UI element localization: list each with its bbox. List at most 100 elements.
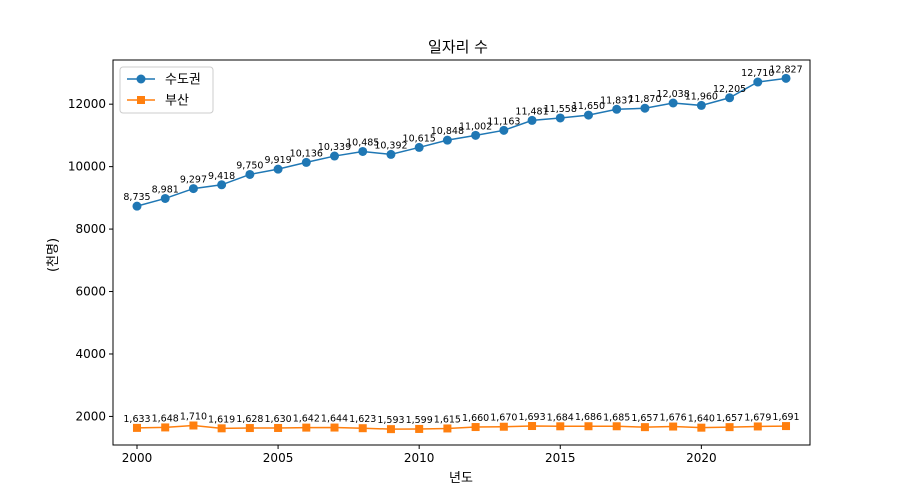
data-point bbox=[471, 130, 481, 140]
data-point bbox=[330, 151, 340, 161]
data-label: 1,644 bbox=[321, 414, 348, 425]
data-label: 1,640 bbox=[688, 414, 715, 425]
data-point bbox=[583, 110, 593, 120]
data-label: 11,002 bbox=[459, 121, 492, 132]
data-label: 1,615 bbox=[434, 414, 461, 425]
data-point bbox=[612, 422, 621, 431]
x-tick-label: 2015 bbox=[545, 451, 576, 465]
data-point bbox=[640, 103, 650, 113]
data-point bbox=[471, 423, 480, 432]
data-label: 1,593 bbox=[377, 415, 404, 426]
data-point bbox=[273, 164, 283, 174]
data-point bbox=[386, 425, 395, 434]
data-point bbox=[725, 423, 734, 432]
legend-entry: 수도권 bbox=[127, 73, 201, 88]
data-label: 10,136 bbox=[290, 148, 323, 159]
y-tick-label: 8000 bbox=[75, 222, 106, 236]
data-label: 9,750 bbox=[236, 160, 263, 171]
data-label: 11,837 bbox=[600, 95, 633, 106]
y-tick-label: 2000 bbox=[75, 409, 106, 423]
data-point bbox=[358, 424, 367, 433]
x-axis-title: 년도 bbox=[449, 471, 473, 486]
y-tick-label: 6000 bbox=[75, 285, 106, 299]
data-point bbox=[217, 424, 226, 433]
x-tick-label: 2000 bbox=[122, 451, 153, 465]
data-label: 1,679 bbox=[744, 412, 771, 423]
data-label: 1,599 bbox=[406, 415, 433, 426]
legend-marker bbox=[137, 96, 145, 104]
data-point bbox=[189, 421, 198, 430]
data-point bbox=[414, 142, 424, 152]
series-line bbox=[136, 424, 787, 430]
data-point bbox=[556, 422, 565, 431]
y-tick-label: 4000 bbox=[75, 347, 106, 361]
data-label: 9,919 bbox=[264, 155, 291, 166]
data-label: 1,657 bbox=[716, 413, 743, 424]
data-point bbox=[217, 180, 227, 190]
data-label: 10,848 bbox=[431, 126, 464, 137]
data-label: 1,657 bbox=[631, 413, 658, 424]
data-label: 12,205 bbox=[713, 84, 746, 95]
data-point bbox=[555, 113, 565, 123]
data-point bbox=[527, 115, 537, 125]
data-point bbox=[640, 423, 649, 432]
data-label: 9,297 bbox=[180, 175, 207, 186]
data-point bbox=[668, 98, 678, 108]
data-point bbox=[443, 424, 452, 433]
data-point bbox=[301, 157, 311, 167]
data-label: 12,038 bbox=[657, 89, 690, 100]
legend-marker bbox=[136, 74, 146, 84]
y-axis-title: (천명) bbox=[46, 238, 61, 272]
data-point bbox=[612, 104, 622, 114]
data-label: 1,691 bbox=[772, 412, 799, 423]
data-point bbox=[386, 149, 396, 159]
x-tick-label: 2005 bbox=[263, 451, 294, 465]
data-label: 1,623 bbox=[349, 414, 376, 425]
data-point bbox=[132, 201, 142, 211]
data-label: 1,693 bbox=[518, 412, 545, 423]
data-label: 11,163 bbox=[487, 116, 520, 127]
data-label: 1,642 bbox=[293, 414, 320, 425]
data-label: 8,735 bbox=[123, 192, 150, 203]
data-point bbox=[696, 100, 706, 110]
plot-area: 2000 2005 2010 2015 2020 2000 4000 6000 8000 1000… bbox=[68, 64, 803, 465]
data-point bbox=[584, 422, 593, 431]
legend-entry: 부산 bbox=[127, 94, 189, 109]
data-point bbox=[245, 169, 255, 179]
data-label: 1,684 bbox=[547, 412, 574, 423]
data-point bbox=[302, 423, 311, 432]
y-tick-label: 12000 bbox=[68, 97, 106, 111]
data-label: 1,648 bbox=[152, 413, 179, 424]
data-label: 1,633 bbox=[123, 414, 150, 425]
plot-frame bbox=[112, 59, 811, 446]
legend-label: 부산 bbox=[165, 94, 189, 109]
data-label: 11,960 bbox=[685, 91, 718, 102]
data-point bbox=[725, 93, 735, 103]
data-point bbox=[160, 193, 170, 203]
data-point bbox=[753, 77, 763, 87]
data-point bbox=[245, 424, 254, 433]
data-point bbox=[782, 422, 791, 431]
data-label: 1,686 bbox=[575, 412, 602, 423]
data-point bbox=[161, 423, 170, 432]
data-point bbox=[132, 423, 141, 432]
data-point bbox=[697, 423, 706, 432]
series-2: 1,633 1,648 1,710 1,619 1,628 1,630 1,642 1,644… bbox=[123, 411, 800, 434]
data-label: 1,685 bbox=[603, 412, 630, 423]
data-label: 1,710 bbox=[180, 411, 207, 422]
x-tick-label: 2020 bbox=[686, 451, 717, 465]
data-point bbox=[781, 73, 791, 83]
y-tick-label: 10000 bbox=[68, 160, 106, 174]
data-label: 11,558 bbox=[544, 104, 577, 115]
data-label: 12,827 bbox=[769, 64, 802, 75]
data-point bbox=[358, 146, 368, 156]
x-tick-label: 2010 bbox=[404, 451, 435, 465]
data-label: 11,870 bbox=[628, 94, 661, 105]
data-label: 10,615 bbox=[403, 133, 436, 144]
data-point bbox=[330, 423, 339, 432]
data-label: 1,630 bbox=[264, 414, 291, 425]
